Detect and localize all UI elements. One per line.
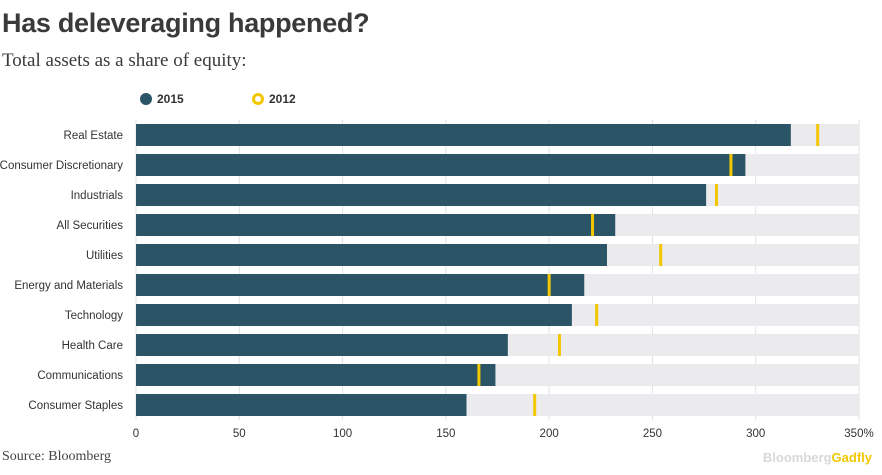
x-tick-label-150: 150 [436,428,455,440]
brand-main: Bloomberg [762,450,832,465]
x-tick-label-350: 350% [844,428,873,440]
marker-2012-industrials [714,184,718,206]
category-label-technology: Technology [65,310,123,322]
marker-2012-technology [595,304,599,326]
bar-2015-health-care [136,334,508,356]
bar-2015-energy-and-materials [136,274,585,296]
x-tick-label-250: 250 [643,428,662,440]
legend-swatch-2015 [140,93,152,105]
chart-subtitle: Total assets as a share of equity: [2,50,247,71]
marker-2012-energy-and-materials [547,274,551,296]
category-label-energy-and-materials: Energy and Materials [14,280,123,292]
category-label-real-estate: Real Estate [64,130,123,142]
brand-watermark: BloombergGadfly [763,450,872,465]
category-label-utilities: Utilities [86,250,123,262]
category-label-industrials: Industrials [71,190,124,202]
bar-2015-utilities [136,244,607,266]
bar-2015-technology [136,304,572,326]
category-label-health-care: Health Care [62,340,123,352]
legend-swatch-2012 [252,93,264,105]
legend-label-2015: 2015 [157,92,184,106]
bar-2015-consumer-staples [136,394,467,416]
x-tick-label-0: 0 [133,428,139,440]
category-label-consumer-discretionary: Consumer Discretionary [0,160,123,172]
category-label-consumer-staples: Consumer Staples [28,400,123,412]
legend-label-2012: 2012 [269,92,296,106]
chart-title: Has deleveraging happened? [2,8,370,38]
bar-2015-all-securities [136,214,616,236]
bar-2015-consumer-discretionary [136,154,746,176]
bar-2015-industrials [136,184,707,206]
x-tick-label-200: 200 [540,428,559,440]
x-tick-label-50: 50 [233,428,246,440]
marker-2012-real-estate [816,124,820,146]
marker-2012-consumer-staples [533,394,537,416]
bar-2015-communications [136,364,496,386]
x-tick-label-300: 300 [746,428,765,440]
category-label-communications: Communications [37,370,123,382]
bar-2015-real-estate [136,124,791,146]
marker-2012-health-care [557,334,561,356]
marker-2012-consumer-discretionary [729,154,733,176]
legend-item-2012: 2012 [252,92,296,106]
marker-2012-communications [477,364,481,386]
marker-2012-all-securities [591,214,595,236]
source-note: Source: Bloomberg [2,449,112,464]
category-label-all-securities: All Securities [57,220,124,232]
x-tick-label-100: 100 [333,428,352,440]
legend-item-2015: 2015 [140,92,184,106]
marker-2012-utilities [659,244,663,266]
brand-accent: Gadfly [831,450,872,465]
